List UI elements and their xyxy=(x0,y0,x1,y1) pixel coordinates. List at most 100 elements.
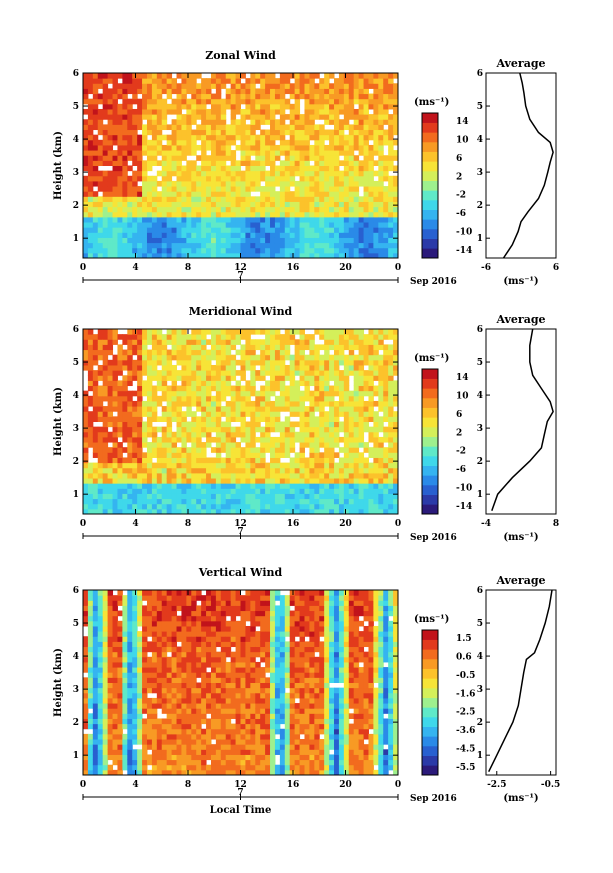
heatmap-cell xyxy=(334,334,340,340)
heatmap-cell xyxy=(97,139,104,146)
heatmap-cell xyxy=(230,247,237,254)
heatmap-cell xyxy=(378,483,384,489)
heatmap-cell xyxy=(92,478,99,484)
heatmap-cell xyxy=(319,329,325,335)
heatmap-cell xyxy=(132,447,138,453)
heatmap-cell xyxy=(348,206,355,213)
heatmap-cell xyxy=(279,406,286,412)
heatmap-cell xyxy=(137,508,143,515)
heatmap-cell xyxy=(176,170,182,177)
heatmap-cell xyxy=(87,334,94,340)
heatmap-cell xyxy=(127,426,133,433)
heatmap-cell xyxy=(348,129,355,136)
heatmap-cell xyxy=(294,354,301,361)
heatmap-cell xyxy=(289,103,296,110)
heatmap-cell xyxy=(314,196,320,202)
heatmap-cell xyxy=(240,364,246,371)
heatmap-cell xyxy=(151,472,158,479)
heatmap-cell xyxy=(284,242,291,249)
heatmap-cell xyxy=(151,211,158,218)
heatmap-cell xyxy=(181,400,187,407)
heatmap-cell xyxy=(122,103,128,110)
heatmap-cell xyxy=(181,196,187,202)
heatmap-cell xyxy=(181,98,187,105)
heatmap-cell xyxy=(186,175,192,182)
heatmap-cell xyxy=(334,150,340,156)
heatmap-cell xyxy=(368,508,374,515)
heatmap-cell xyxy=(137,600,143,606)
heatmap-cell xyxy=(240,170,246,177)
heatmap-cell xyxy=(107,620,114,627)
heatmap-cell xyxy=(388,165,394,172)
heatmap-cell xyxy=(137,211,143,218)
heatmap-cell xyxy=(378,108,384,115)
heatmap-cell xyxy=(171,98,178,105)
heatmap-cell xyxy=(265,103,271,110)
heatmap-cell xyxy=(225,400,232,407)
heatmap-cell xyxy=(166,242,173,249)
heatmap-cell xyxy=(132,370,138,376)
heatmap-cell xyxy=(348,426,355,433)
heatmap-cell xyxy=(388,349,394,356)
heatmap-cell xyxy=(329,242,335,249)
heatmap-cell xyxy=(260,493,266,500)
heatmap-cell xyxy=(353,478,360,484)
heatmap-cell xyxy=(176,426,182,433)
heatmap-cell xyxy=(117,227,123,233)
heatmap-cell xyxy=(220,395,227,402)
heatmap-cell xyxy=(151,764,158,771)
heatmap-cell xyxy=(87,641,94,648)
heatmap-cell xyxy=(161,478,168,484)
heatmap-cell xyxy=(314,416,320,422)
heatmap-cell xyxy=(284,201,291,208)
heatmap-cell xyxy=(87,359,94,366)
heatmap-cell xyxy=(294,472,301,479)
heatmap-cell xyxy=(117,186,123,192)
heatmap-cell xyxy=(92,672,99,678)
heatmap-cell xyxy=(319,155,325,161)
heatmap-cell xyxy=(368,339,374,345)
heatmap-cell xyxy=(255,426,261,433)
heatmap-cell xyxy=(343,421,350,428)
heatmap-cell xyxy=(225,503,232,510)
heatmap-cell xyxy=(112,83,118,89)
heatmap-cell xyxy=(112,196,118,202)
heatmap-cell xyxy=(206,426,212,433)
heatmap-cell xyxy=(284,211,291,218)
colorbar-segment xyxy=(422,388,438,399)
heatmap-cell xyxy=(319,421,325,428)
heatmap-cell xyxy=(289,339,296,345)
heatmap-cell xyxy=(260,370,266,376)
heatmap-cell xyxy=(201,160,207,166)
heatmap-cell xyxy=(363,421,369,428)
date-label: Sep 2016 xyxy=(410,277,457,287)
heatmap-cell xyxy=(383,103,389,110)
heatmap-cell xyxy=(97,416,104,422)
heatmap-cell xyxy=(348,442,355,448)
heatmap-cell xyxy=(358,108,365,115)
heatmap-cell xyxy=(156,88,163,95)
heatmap-cell xyxy=(358,503,365,510)
heatmap-cell xyxy=(279,385,286,392)
heatmap-cell xyxy=(250,349,256,356)
heatmap-cell xyxy=(230,78,237,84)
heatmap-cell xyxy=(112,98,118,105)
heatmap-cell xyxy=(87,247,94,254)
heatmap-cell xyxy=(329,165,335,172)
heatmap-cell xyxy=(161,88,168,95)
heatmap-cell xyxy=(245,436,251,443)
heatmap-cell xyxy=(156,98,163,105)
heatmap-cell xyxy=(299,160,305,166)
heatmap-cell xyxy=(156,201,163,208)
heatmap-cell xyxy=(294,88,301,95)
heatmap-cell xyxy=(338,334,345,340)
heatmap-cell xyxy=(166,165,173,172)
heatmap-cell xyxy=(363,78,369,84)
heatmap-cell xyxy=(270,191,276,197)
heatmap-cell xyxy=(240,349,246,356)
heatmap-cell xyxy=(210,191,217,197)
heatmap-cell xyxy=(142,631,148,637)
heatmap-cell xyxy=(151,488,158,494)
heatmap-cell xyxy=(87,175,94,182)
heatmap-cell xyxy=(102,590,109,596)
